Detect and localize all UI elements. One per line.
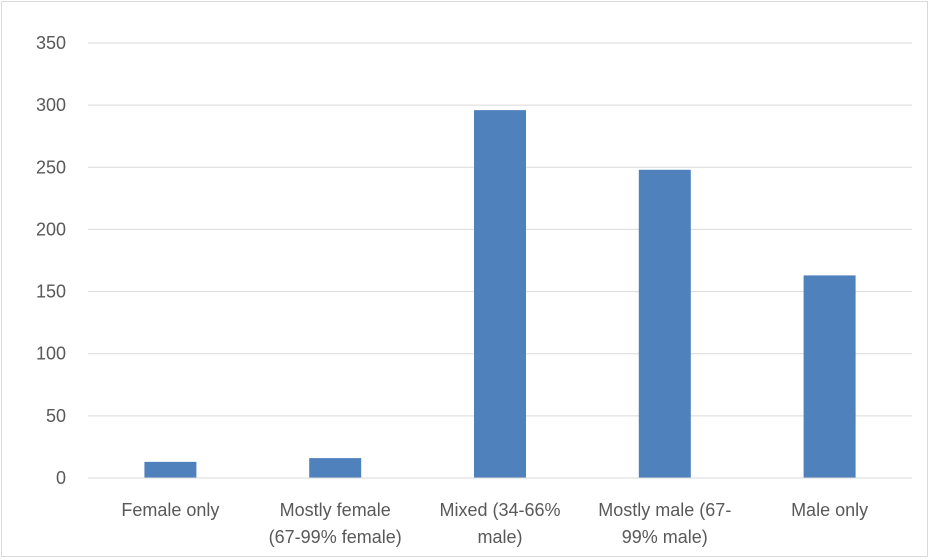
bar (144, 461, 197, 478)
bar (309, 458, 362, 478)
x-tick-label-line: (67-99% female) (269, 527, 402, 547)
x-tick-label: Mostly male (67- 99% male) (598, 500, 731, 547)
y-tick-label: 300 (36, 95, 66, 115)
x-tick-label-line: 99% male) (622, 527, 708, 547)
y-tick-label: 200 (36, 219, 66, 239)
x-tick-labels: Female only Mostly female (67-99% female)M… (121, 500, 868, 547)
y-tick-label: 50 (46, 406, 66, 426)
x-tick-label-line: Female only (121, 500, 219, 520)
x-tick-label: Male only (791, 500, 868, 520)
bar (638, 169, 691, 478)
y-tick-label: 350 (36, 33, 66, 53)
x-tick-label-line: male) (477, 527, 522, 547)
x-tick-label: Mostly female (67-99% female) (269, 500, 402, 547)
bar (474, 110, 526, 478)
bar (803, 275, 856, 478)
x-tick-label-line: Mostly female (280, 500, 391, 520)
y-tick-label: 250 (36, 157, 66, 177)
x-tick-label-line: Male only (791, 500, 868, 520)
y-tick-labels: 0 50 100 150 200 250 300 350 (36, 33, 66, 488)
x-tick-label-line: Mixed (34-66% (439, 500, 560, 520)
y-tick-label: 150 (36, 282, 66, 302)
x-tick-label-line: Mostly male (67- (598, 500, 731, 520)
bars (144, 110, 856, 478)
y-tick-label: 100 (36, 344, 66, 364)
x-tick-label: Female only (121, 500, 219, 520)
y-tick-label: 0 (56, 468, 66, 488)
x-tick-label: Mixed (34-66% male) (439, 500, 560, 547)
